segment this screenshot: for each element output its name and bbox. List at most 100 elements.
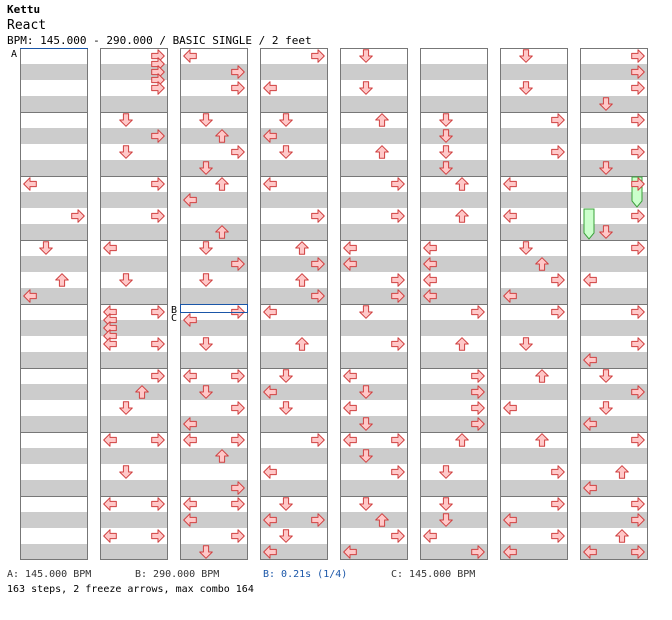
arrow-left-icon bbox=[503, 545, 517, 559]
row-stripe bbox=[20, 352, 88, 368]
row-stripe bbox=[260, 416, 328, 432]
arrow-down-icon bbox=[359, 305, 373, 319]
column-border bbox=[580, 48, 648, 560]
row-stripe bbox=[580, 192, 648, 208]
row-stripe bbox=[20, 128, 88, 144]
arrow-down-icon bbox=[359, 497, 373, 511]
chart-column bbox=[100, 48, 168, 560]
step-chart: A BC bbox=[11, 48, 648, 560]
row-stripe bbox=[20, 256, 88, 272]
row-stripe bbox=[340, 128, 408, 144]
arrow-down-icon bbox=[519, 81, 533, 95]
column-border bbox=[500, 48, 568, 560]
row-stripe bbox=[100, 480, 168, 496]
row-stripe bbox=[500, 192, 568, 208]
arrow-left-icon bbox=[423, 273, 437, 287]
marker-label: C bbox=[171, 313, 177, 324]
row-stripe bbox=[580, 384, 648, 400]
row-stripe bbox=[100, 128, 168, 144]
arrow-right-icon bbox=[631, 513, 645, 527]
row-stripe bbox=[500, 384, 568, 400]
row-stripe bbox=[500, 64, 568, 80]
arrow-right-icon bbox=[391, 273, 405, 287]
row-stripe bbox=[580, 352, 648, 368]
row-stripe bbox=[180, 192, 248, 208]
arrow-up-icon bbox=[215, 449, 229, 463]
artist-name: Kettu bbox=[7, 3, 41, 16]
row-stripe bbox=[340, 224, 408, 240]
arrow-right-icon bbox=[631, 209, 645, 223]
arrow-up-icon bbox=[535, 369, 549, 383]
arrow-right-icon bbox=[631, 113, 645, 127]
marker-label: A bbox=[11, 49, 17, 60]
arrow-up-icon bbox=[215, 129, 229, 143]
arrow-down-icon bbox=[439, 497, 453, 511]
row-stripe bbox=[340, 64, 408, 80]
arrow-right-icon bbox=[391, 433, 405, 447]
arrow-down-icon bbox=[199, 545, 213, 559]
arrow-down-icon bbox=[119, 401, 133, 415]
arrow-down-icon bbox=[439, 145, 453, 159]
arrow-left-icon bbox=[23, 177, 37, 191]
arrow-down-icon bbox=[359, 417, 373, 431]
arrow-right-icon bbox=[151, 81, 165, 95]
arrow-right-icon bbox=[471, 385, 485, 399]
column-border bbox=[420, 48, 488, 560]
row-stripe bbox=[100, 256, 168, 272]
chart-stats: 163 steps, 2 freeze arrows, max combo 16… bbox=[7, 584, 254, 595]
arrow-right-icon bbox=[151, 129, 165, 143]
arrow-left-icon bbox=[263, 465, 277, 479]
song-title: React bbox=[7, 18, 47, 33]
arrow-up-icon bbox=[455, 177, 469, 191]
stop-legend-b: B: 0.21s (1/4) bbox=[263, 569, 348, 580]
row-stripe bbox=[180, 416, 248, 432]
row-stripe bbox=[100, 192, 168, 208]
row-stripe bbox=[420, 256, 488, 272]
row-stripe bbox=[420, 448, 488, 464]
arrow-down-icon bbox=[279, 497, 293, 511]
row-stripe bbox=[580, 128, 648, 144]
arrow-left-icon bbox=[503, 177, 517, 191]
arrow-left-icon bbox=[343, 433, 357, 447]
arrow-right-icon bbox=[151, 529, 165, 543]
row-stripe bbox=[180, 512, 248, 528]
arrow-left-icon bbox=[183, 369, 197, 383]
arrow-down-icon bbox=[199, 113, 213, 127]
row-stripe bbox=[20, 64, 88, 80]
row-stripe bbox=[580, 544, 648, 560]
row-stripe bbox=[180, 128, 248, 144]
arrow-down-icon bbox=[279, 401, 293, 415]
arrow-left-icon bbox=[183, 497, 197, 511]
row-stripe bbox=[260, 320, 328, 336]
row-stripe bbox=[340, 448, 408, 464]
row-stripe bbox=[100, 384, 168, 400]
bpm-legend-c: C: 145.000 BPM bbox=[391, 569, 476, 580]
row-stripe bbox=[20, 192, 88, 208]
arrow-left-icon bbox=[583, 273, 597, 287]
arrow-right-icon bbox=[231, 401, 245, 415]
arrow-left-icon bbox=[103, 241, 117, 255]
row-stripe bbox=[420, 224, 488, 240]
arrow-down-icon bbox=[599, 401, 613, 415]
row-stripe bbox=[500, 512, 568, 528]
arrow-right-icon bbox=[551, 305, 565, 319]
row-stripe bbox=[420, 160, 488, 176]
row-stripe bbox=[420, 128, 488, 144]
arrow-down-icon bbox=[519, 337, 533, 351]
row-stripe bbox=[260, 224, 328, 240]
row-stripe bbox=[20, 448, 88, 464]
column-border bbox=[260, 48, 328, 560]
row-stripe bbox=[180, 160, 248, 176]
arrow-left-icon bbox=[183, 433, 197, 447]
row-stripe bbox=[580, 96, 648, 112]
row-stripe bbox=[420, 288, 488, 304]
row-stripe bbox=[340, 160, 408, 176]
arrow-right-icon bbox=[311, 49, 325, 63]
arrow-right-icon bbox=[631, 433, 645, 447]
arrow-left-icon bbox=[343, 257, 357, 271]
arrow-right-icon bbox=[391, 529, 405, 543]
row-stripe bbox=[580, 320, 648, 336]
arrow-left-icon bbox=[503, 209, 517, 223]
arrow-right-icon bbox=[231, 81, 245, 95]
row-stripe bbox=[260, 288, 328, 304]
